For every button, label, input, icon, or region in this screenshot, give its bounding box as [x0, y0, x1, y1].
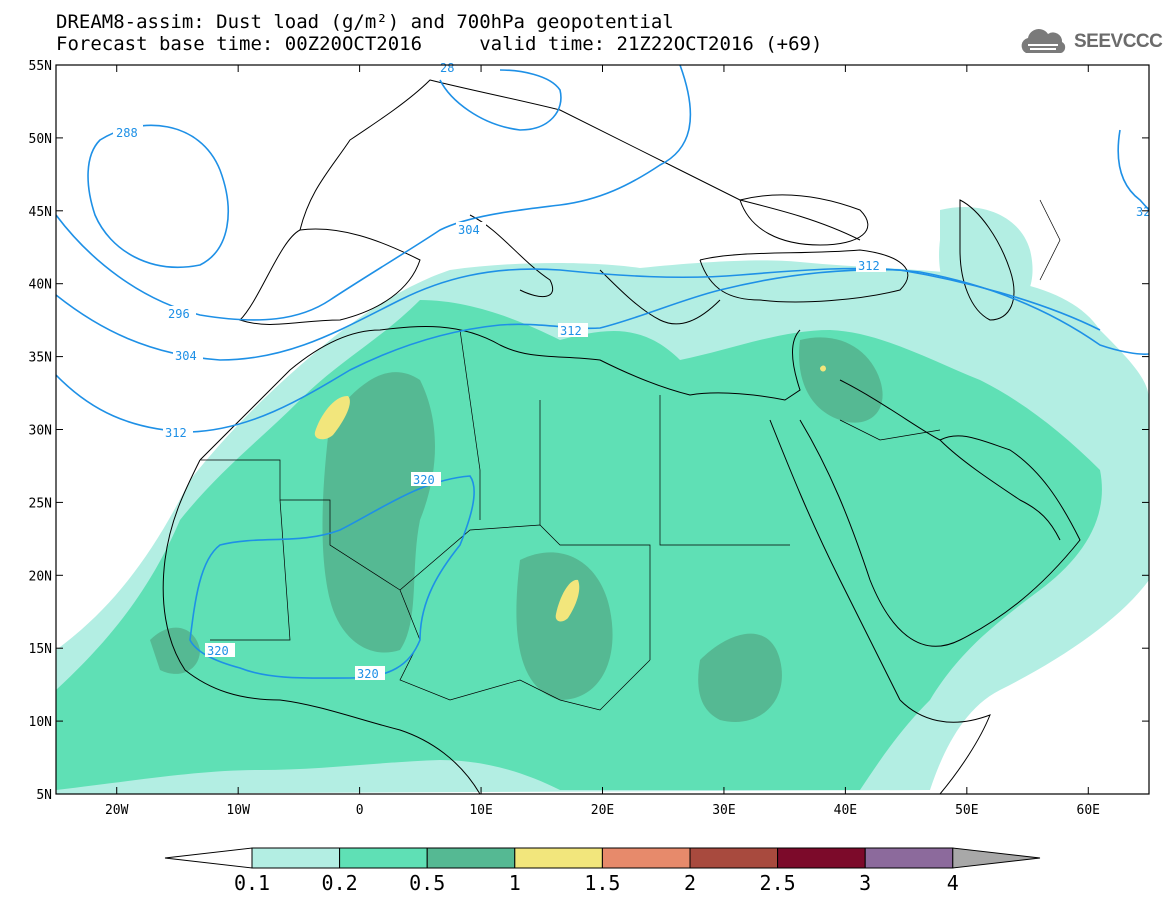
lat-tick-label: 5N	[36, 788, 52, 803]
colorbar-label: 0.2	[321, 871, 358, 895]
dust-region-dark	[516, 552, 613, 700]
contour-label: 32	[1136, 205, 1150, 219]
lat-tick-label: 35N	[29, 351, 52, 366]
contour-label: 312	[560, 324, 582, 338]
lat-tick-label: 10N	[29, 715, 52, 730]
lat-tick-label: 30N	[29, 424, 52, 439]
lat-tick-label: 20N	[29, 569, 52, 584]
colorbar-max-arrow	[952, 847, 1041, 869]
contour-304	[56, 267, 1149, 361]
coastline-north-africa	[199, 326, 801, 461]
lat-tick-label: 55N	[29, 59, 52, 74]
colorbar-label: 1.5	[584, 871, 621, 895]
contour-label: 312	[165, 426, 187, 440]
axis-ticks	[56, 64, 1149, 795]
colorbar-swatch	[514, 847, 603, 869]
cloud-icon	[1021, 29, 1066, 53]
dust-region-dark	[698, 633, 782, 722]
lat-tick-label: 25N	[29, 496, 52, 511]
colorbar-swatch	[251, 847, 341, 869]
colorbar-label: 0.5	[409, 871, 446, 895]
contour-labels: 288 296 304 312 320 304 312 312 320 320 …	[113, 61, 1150, 681]
axis-tick-labels: 20W 10W 0 10E 20E 30E 40E 50E 60E 55N 50N 45N 40N 35N…	[29, 59, 1101, 818]
colorbar-label: 2	[683, 871, 697, 895]
lon-tick-label: 10W	[226, 803, 250, 818]
lat-tick-label: 15N	[29, 642, 52, 657]
colorbar-swatch	[339, 847, 428, 869]
contour-label: 296	[168, 307, 190, 321]
colorbar-swatch	[426, 847, 516, 869]
coastlines	[162, 79, 1081, 794]
coastline-greece	[599, 269, 721, 325]
lon-tick-label: 60E	[1077, 803, 1100, 818]
colorbar-min-arrow	[164, 847, 253, 869]
dust-region-high	[314, 395, 350, 440]
map-subtitle: Forecast base time: 00Z20OCT2016 valid t…	[56, 33, 823, 55]
lon-tick-label: 30E	[712, 803, 735, 818]
colorbar-swatch	[777, 847, 866, 869]
contour-label: 320	[207, 644, 229, 658]
lon-tick-label: 20W	[105, 803, 129, 818]
lat-tick-label: 45N	[29, 205, 52, 220]
colorbar-label: 3	[859, 871, 872, 895]
lon-tick-label: 10E	[469, 803, 492, 818]
colorbar-swatch	[601, 847, 691, 869]
colorbar-label: 1	[508, 871, 521, 895]
contour-label: 288	[116, 126, 138, 140]
contour-label: 312	[858, 259, 880, 273]
dust-region-high	[555, 579, 580, 622]
map-title: DREAM8-assim: Dust load (g/m²) and 700hP…	[56, 11, 674, 33]
borders	[200, 199, 1061, 711]
logo-text: SEEVCCC	[1074, 31, 1163, 52]
coastline-gulf	[939, 439, 1061, 541]
contour-label: 28	[440, 61, 454, 75]
contour-right	[1117, 129, 1149, 211]
colorbar-swatch	[864, 847, 954, 869]
coastline-italy	[469, 214, 554, 298]
seevccc-logo: SEEVCCC	[1018, 27, 1163, 57]
colorbar-label: 4	[946, 871, 959, 895]
contour-320	[189, 475, 475, 679]
coastline-turkey	[699, 249, 909, 303]
contour-top	[439, 69, 562, 131]
lon-tick-label: 0	[356, 803, 364, 818]
contour-label: 304	[175, 349, 197, 363]
lon-tick-label: 40E	[834, 803, 857, 818]
colorbar	[164, 847, 1041, 869]
lon-tick-label: 50E	[955, 803, 978, 818]
contour-label: 304	[458, 223, 480, 237]
colorbar-label: 0.1	[233, 871, 271, 895]
coastline-red-sea	[769, 419, 901, 701]
coastline-west-africa	[162, 459, 481, 794]
lon-tick-label: 20E	[591, 803, 614, 818]
dust-region-dark	[322, 372, 435, 653]
coastline-iberia	[239, 228, 421, 325]
contour-288	[87, 124, 229, 268]
colorbar-swatch	[689, 847, 779, 869]
contour-label: 320	[413, 473, 435, 487]
contour-label: 320	[357, 667, 379, 681]
coastline-caspian	[959, 199, 1015, 321]
coastline-horn	[899, 699, 991, 794]
dust-region-high	[820, 365, 826, 372]
lat-tick-label: 40N	[29, 278, 52, 293]
colorbar-label: 2.5	[759, 871, 796, 895]
dust-region-light	[939, 206, 1033, 319]
lat-tick-label: 50N	[29, 132, 52, 147]
coastline-black-sea	[739, 194, 869, 246]
